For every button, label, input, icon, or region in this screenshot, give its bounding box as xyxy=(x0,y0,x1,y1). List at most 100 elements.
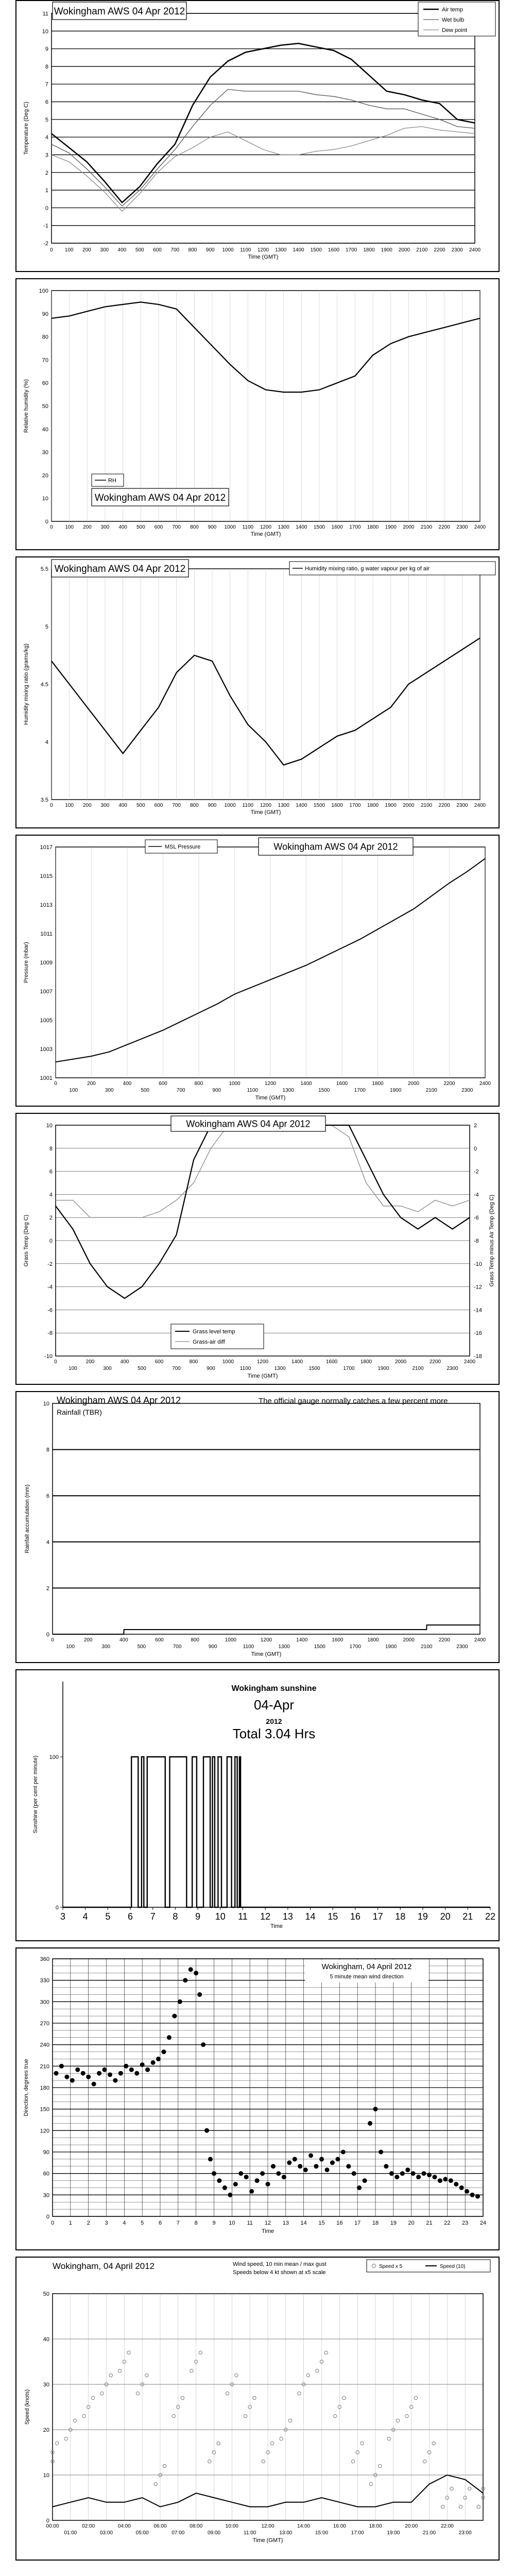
x-tick-label: 300 xyxy=(101,1644,110,1650)
x-tick-label: 1900 xyxy=(385,524,397,530)
y-tick-label: 150 xyxy=(40,2107,49,2113)
gust-marker xyxy=(432,2441,436,2446)
gust-marker xyxy=(324,2350,328,2355)
y-tick-label: 3 xyxy=(45,152,48,158)
x-tick-label: 2400 xyxy=(479,1081,491,1087)
data-point xyxy=(276,2171,281,2176)
data-point xyxy=(134,2071,140,2076)
data-point xyxy=(91,2081,96,2087)
y-tick-label: 1001 xyxy=(40,1075,53,1081)
x-tick-label: 9 xyxy=(195,1911,200,1922)
x-tick-label: 1700 xyxy=(350,1644,362,1650)
x-tick-label: 2100 xyxy=(421,524,433,530)
y-tick-label: -2 xyxy=(47,1261,53,1267)
x-tick-label: 5 xyxy=(105,1911,110,1922)
x-tick-label: 300 xyxy=(101,803,110,808)
x-tick-label: 1700 xyxy=(349,803,361,808)
data-point xyxy=(172,2013,177,2019)
x-tick-label: 1000 xyxy=(229,1081,241,1087)
data-point xyxy=(222,2185,227,2190)
x-tick-label: 9 xyxy=(212,2220,215,2226)
x-tick-label: 7 xyxy=(150,1911,156,1922)
x-tick-label: 2000 xyxy=(403,1637,415,1643)
gust-marker xyxy=(270,2441,274,2446)
y-tick-label: 1011 xyxy=(40,931,53,937)
x-axis-label: Time (GMT) xyxy=(251,531,281,537)
x-tick-label: 1500 xyxy=(308,1366,320,1371)
gust-marker xyxy=(176,2405,180,2409)
x-tick-label: 2400 xyxy=(474,1637,486,1643)
gust-marker xyxy=(396,2418,400,2423)
x-tick-label: 17:00 xyxy=(351,2530,364,2536)
gust-marker xyxy=(423,2459,427,2464)
temperature-chart-panel: -2 -1 0 1 2 3 4 5 6 7 8 9 10 11 0 100 200 300 400 500 600 700… xyxy=(15,0,500,272)
gust-marker xyxy=(122,2360,127,2364)
x-axis-label: Time (GMT) xyxy=(251,1651,282,1657)
y-tick-label: -10 xyxy=(44,1353,53,1360)
x-tick-label: 02:00 xyxy=(82,2523,95,2529)
y-tick-label: 1003 xyxy=(40,1046,53,1053)
x-tick-label: 400 xyxy=(121,1359,129,1365)
data-point xyxy=(254,2178,260,2183)
x-tick-label: 24 xyxy=(480,2220,486,2226)
x-tick-label: 16:00 xyxy=(333,2523,346,2529)
x-tick-label: 400 xyxy=(123,1081,132,1087)
y-tick-label: 10 xyxy=(43,1401,49,1407)
title-box xyxy=(91,488,229,506)
y-tick-label: 4.5 xyxy=(41,682,48,688)
y-axis-label: Temperature (Deg C) xyxy=(23,101,29,155)
gust-marker xyxy=(153,2482,158,2486)
data-point xyxy=(432,2175,437,2180)
y-tick-label: 1017 xyxy=(40,844,53,851)
legend-entry: Grass-air diff xyxy=(193,1339,226,1345)
x-tick-label: 1400 xyxy=(296,524,307,530)
x-tick-label: 1200 xyxy=(261,1637,272,1643)
data-point xyxy=(86,2074,91,2079)
data-point xyxy=(389,2171,394,2176)
x-tick-label: 2200 xyxy=(439,1637,451,1643)
x-tick-label: 2200 xyxy=(439,803,451,808)
title-box xyxy=(258,837,414,856)
x-tick-label: 2 xyxy=(87,2220,90,2226)
data-point xyxy=(80,2071,85,2076)
gust-marker xyxy=(261,2459,265,2464)
x-tick-label: 1200 xyxy=(260,803,272,808)
y-tick-label: 3.5 xyxy=(41,797,48,803)
x-tick-label: 700 xyxy=(172,803,181,808)
y-tick-label: 330 xyxy=(40,1978,49,1984)
x-tick-label: 1600 xyxy=(332,524,344,530)
gust-marker xyxy=(337,2405,341,2409)
chart-title: Wokingham AWS 04 Apr 2012 xyxy=(57,1395,181,1405)
x-tick-label: 700 xyxy=(172,524,181,530)
x-tick-label: 2300 xyxy=(456,1644,468,1650)
x-tick-label: 100 xyxy=(65,247,74,253)
rainfall-chart-panel: 0 2 4 6 8 10 0 200 400 600 800 1000 1200 1400 1600 1800… xyxy=(15,1391,500,1663)
x-tick-label: 17 xyxy=(373,1911,383,1922)
title-background xyxy=(305,1960,428,1982)
x-tick-label: 1900 xyxy=(377,1366,389,1371)
data-point xyxy=(475,2194,480,2199)
x-tick-label: 800 xyxy=(190,803,199,808)
chart-total: Total 3.04 Hrs xyxy=(233,1726,315,1741)
x-tick-label: 900 xyxy=(208,524,217,530)
gust-marker xyxy=(360,2441,364,2446)
chart-title: Wokingham AWS 04 Apr 2012 xyxy=(186,1118,310,1129)
data-point xyxy=(140,2062,145,2067)
chart-title: Wokingham AWS 04 Apr 2012 xyxy=(54,6,185,17)
y-tick-label: -10 xyxy=(474,1261,482,1267)
x-tick-label: 1200 xyxy=(260,524,272,530)
x-tick-label: 1300 xyxy=(278,524,290,530)
y-tick-label: 30 xyxy=(42,450,48,456)
y-tick-label: 1015 xyxy=(40,873,53,879)
x-tick-label: 2300 xyxy=(456,524,468,530)
data-point xyxy=(260,2171,265,2176)
x-tick-label: 1500 xyxy=(311,247,322,253)
data-point xyxy=(405,2167,410,2173)
data-point xyxy=(150,2060,156,2065)
data-point xyxy=(330,2160,335,2165)
x-tick-label: 600 xyxy=(159,1081,167,1087)
data-point xyxy=(183,1978,188,1983)
x-tick-label: 0 xyxy=(50,803,53,808)
y-tick-label: 210 xyxy=(40,2063,49,2070)
y-tick-label: 6 xyxy=(49,1169,53,1175)
